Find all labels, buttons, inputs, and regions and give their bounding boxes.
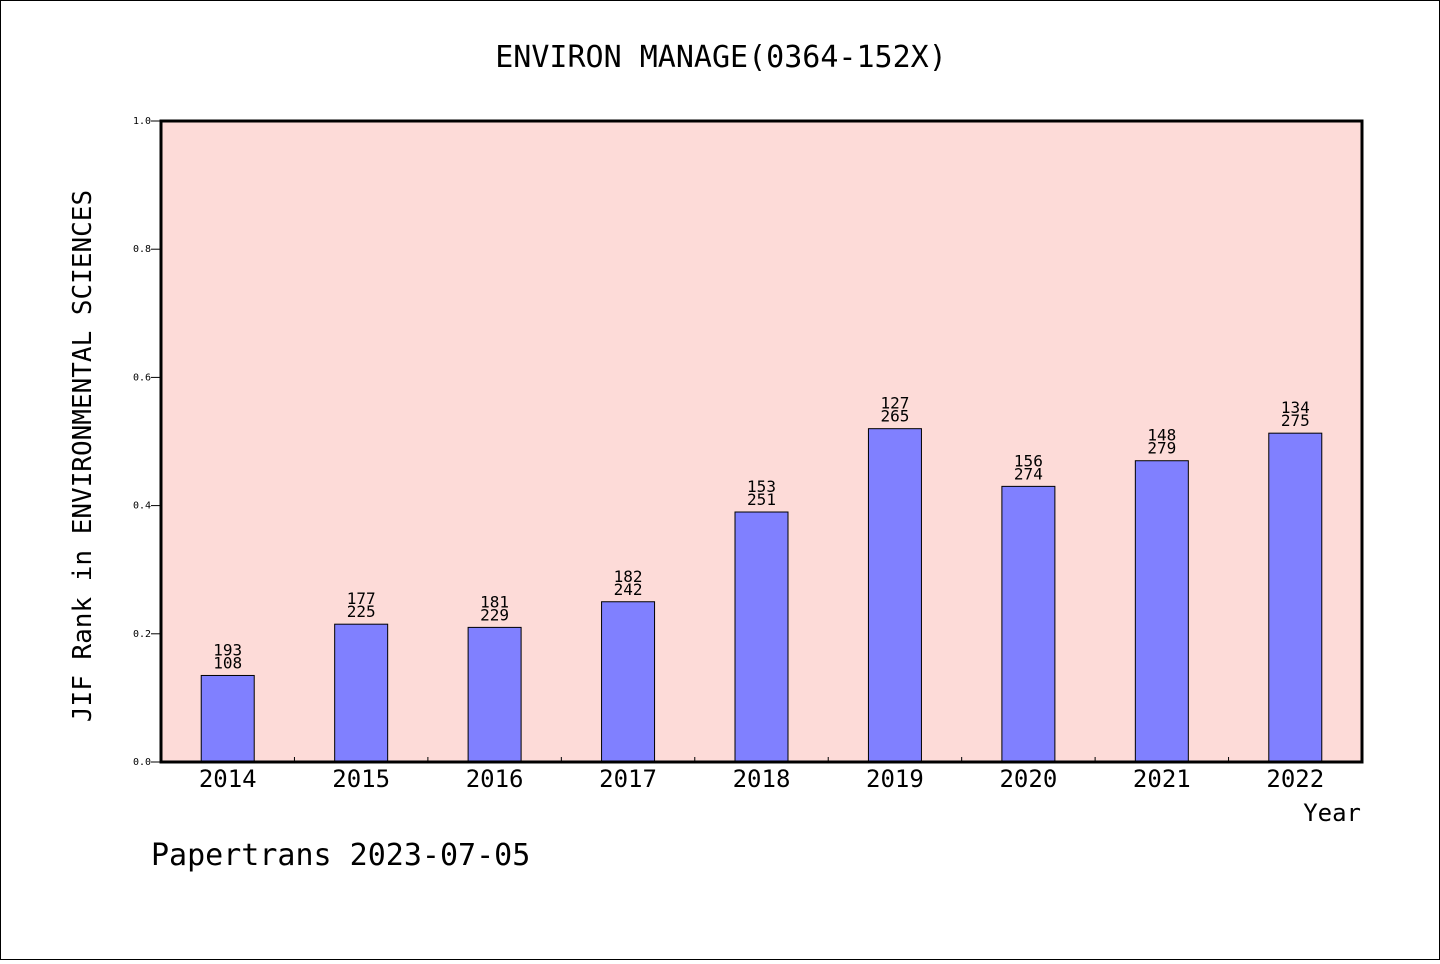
x-tick-label-2021: 2021 [1133,765,1191,793]
chart-title: ENVIRON MANAGE(0364-152X) [495,40,947,75]
y-tick-label-0.4: 0.4 [133,501,151,512]
bar-label-top-2020: 156 [1014,451,1043,470]
x-tick-label-2014: 2014 [199,765,257,793]
bar-label-top-2016: 181 [480,592,509,611]
bar-2019 [867,428,922,763]
y-tick-label-0.8: 0.8 [133,244,151,255]
x-axis-ticks: 2014 2015 2016 2017 2018 2019 2020 2021 2022 [199,757,1324,793]
plot-border [159,119,1364,764]
bar-label-top-2022: 134 [1281,398,1310,417]
bar-2018 [734,511,789,763]
bar-label-bottom-2014: 108 [213,653,242,672]
bar-label-bottom-2022: 275 [1281,411,1310,430]
x-tick-label-2019: 2019 [866,765,924,793]
bar-2016 [467,626,522,763]
y-axis-ticks: 0.0 0.2 0.4 0.6 0.8 1.0 [133,116,161,768]
bar-label-top-2021: 148 [1147,426,1176,445]
bar-2021 [1134,460,1189,763]
bar-label-bottom-2017: 242 [614,580,643,599]
bar-label-top-2019: 127 [880,394,909,413]
bar-label-top-2015: 177 [347,589,376,608]
bar-label-top-2018: 153 [747,477,776,496]
bar-label-bottom-2019: 265 [880,407,909,426]
y-tick-label-1.0: 1.0 [133,116,151,127]
y-tick-label-0.0: 0.0 [133,757,151,768]
bar-label-bottom-2021: 279 [1147,439,1176,458]
bars-group: 1931081772251812291822421532511272651562… [200,394,1323,763]
bar-label-bottom-2015: 225 [347,602,376,621]
bar-2017 [601,601,656,763]
y-tick-label-0.2: 0.2 [133,629,151,640]
footer-text: Papertrans 2023-07-05 [151,838,530,873]
bar-2015 [334,623,389,763]
y-tick-label-0.6: 0.6 [133,372,151,383]
x-tick-label-2018: 2018 [733,765,791,793]
x-tick-label-2016: 2016 [466,765,524,793]
bar-2022 [1268,432,1323,763]
y-axis-label: JIF Rank in ENVIRONMENTAL SCIENCES [68,190,98,722]
x-tick-label-2022: 2022 [1266,765,1324,793]
x-tick-label-2017: 2017 [599,765,657,793]
bar-label-bottom-2018: 251 [747,490,776,509]
bar-label-top-2017: 182 [614,567,643,586]
bar-label-bottom-2020: 274 [1014,464,1043,483]
x-tick-label-2015: 2015 [332,765,390,793]
x-tick-label-2020: 2020 [999,765,1057,793]
x-axis-label: Year [1303,799,1361,827]
bar-label-bottom-2016: 229 [480,605,509,624]
bar-2014 [200,674,255,763]
bar-label-top-2014: 193 [213,640,242,659]
bar-2020 [1001,485,1056,763]
